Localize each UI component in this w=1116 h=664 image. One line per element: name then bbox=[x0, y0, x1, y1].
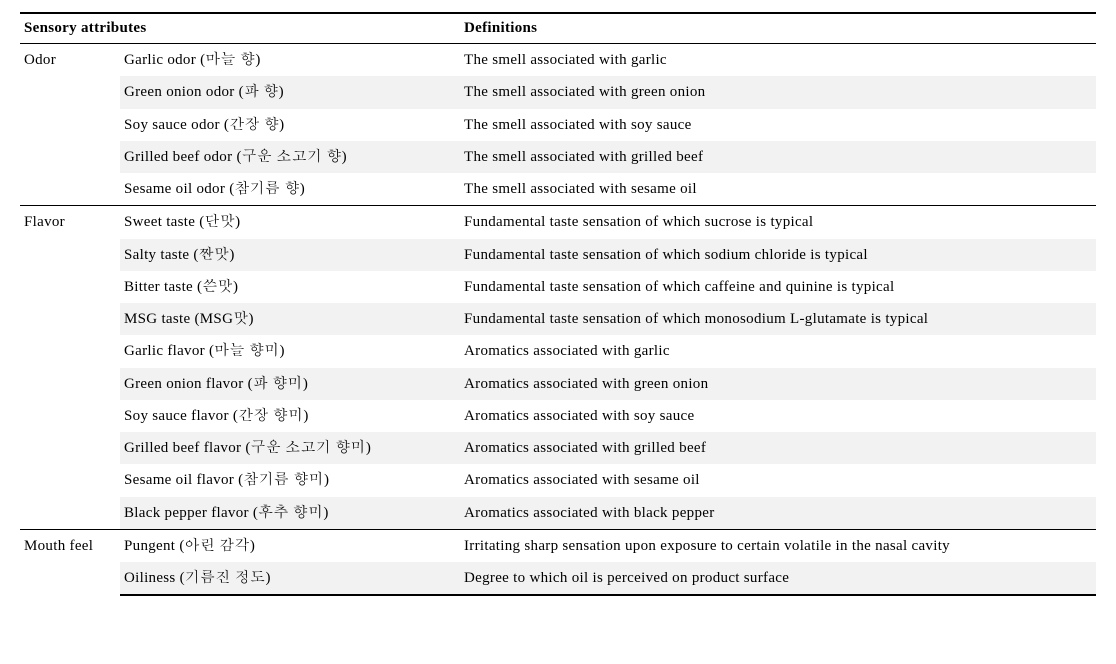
definition-cell: Aromatics associated with garlic bbox=[460, 335, 1096, 367]
attribute-cell: Garlic flavor (마늘 향미) bbox=[120, 335, 460, 367]
definition-cell: Irritating sharp sensation upon exposure… bbox=[460, 529, 1096, 562]
definition-cell: Fundamental taste sensation of which sod… bbox=[460, 239, 1096, 271]
attribute-cell: Soy sauce odor (간장 향) bbox=[120, 109, 460, 141]
definition-cell: Aromatics associated with sesame oil bbox=[460, 464, 1096, 496]
attribute-cell: Oiliness (기름진 정도) bbox=[120, 562, 460, 595]
definition-cell: Aromatics associated with black pepper bbox=[460, 497, 1096, 530]
attribute-cell: Grilled beef flavor (구운 소고기 향미) bbox=[120, 432, 460, 464]
col-header-attributes: Sensory attributes bbox=[20, 13, 460, 44]
attribute-cell: Sweet taste (단맛) bbox=[120, 206, 460, 239]
table-row: Green onion odor (파 향)The smell associat… bbox=[20, 76, 1096, 108]
table-row: Bitter taste (쓴맛)Fundamental taste sensa… bbox=[20, 271, 1096, 303]
attribute-cell: Green onion odor (파 향) bbox=[120, 76, 460, 108]
attribute-cell: Green onion flavor (파 향미) bbox=[120, 368, 460, 400]
table-row: OdorGarlic odor (마늘 향)The smell associat… bbox=[20, 44, 1096, 77]
definition-cell: Degree to which oil is perceived on prod… bbox=[460, 562, 1096, 595]
table-row: Mouth feelPungent (아린 감각)Irritating shar… bbox=[20, 529, 1096, 562]
col-header-definitions: Definitions bbox=[460, 13, 1096, 44]
attribute-cell: Black pepper flavor (후추 향미) bbox=[120, 497, 460, 530]
definition-cell: The smell associated with grilled beef bbox=[460, 141, 1096, 173]
definition-cell: The smell associated with soy sauce bbox=[460, 109, 1096, 141]
table-row: Salty taste (짠맛)Fundamental taste sensat… bbox=[20, 239, 1096, 271]
table-header-row: Sensory attributes Definitions bbox=[20, 13, 1096, 44]
table-row: Garlic flavor (마늘 향미)Aromatics associate… bbox=[20, 335, 1096, 367]
attribute-cell: Soy sauce flavor (간장 향미) bbox=[120, 400, 460, 432]
table-row: Black pepper flavor (후추 향미)Aromatics ass… bbox=[20, 497, 1096, 530]
definition-cell: Fundamental taste sensation of which mon… bbox=[460, 303, 1096, 335]
table-row: Soy sauce flavor (간장 향미)Aromatics associ… bbox=[20, 400, 1096, 432]
attribute-cell: Grilled beef odor (구운 소고기 향) bbox=[120, 141, 460, 173]
table-row: Oiliness (기름진 정도)Degree to which oil is … bbox=[20, 562, 1096, 595]
attribute-cell: Sesame oil flavor (참기름 향미) bbox=[120, 464, 460, 496]
table-row: Grilled beef flavor (구운 소고기 향미)Aromatics… bbox=[20, 432, 1096, 464]
attribute-cell: Pungent (아린 감각) bbox=[120, 529, 460, 562]
attribute-cell: Salty taste (짠맛) bbox=[120, 239, 460, 271]
table-row: Grilled beef odor (구운 소고기 향)The smell as… bbox=[20, 141, 1096, 173]
definition-cell: Aromatics associated with grilled beef bbox=[460, 432, 1096, 464]
definition-cell: The smell associated with garlic bbox=[460, 44, 1096, 77]
attribute-cell: Bitter taste (쓴맛) bbox=[120, 271, 460, 303]
table-row: Sesame oil flavor (참기름 향미)Aromatics asso… bbox=[20, 464, 1096, 496]
attribute-cell: Sesame oil odor (참기름 향) bbox=[120, 173, 460, 206]
attribute-cell: MSG taste (MSG맛) bbox=[120, 303, 460, 335]
table-row: Green onion flavor (파 향미)Aromatics assoc… bbox=[20, 368, 1096, 400]
table-row: Sesame oil odor (참기름 향)The smell associa… bbox=[20, 173, 1096, 206]
category-label: Odor bbox=[20, 44, 120, 206]
category-label: Mouth feel bbox=[20, 529, 120, 595]
sensory-attributes-table: Sensory attributes Definitions OdorGarli… bbox=[20, 12, 1096, 596]
definition-cell: Fundamental taste sensation of which caf… bbox=[460, 271, 1096, 303]
table-row: MSG taste (MSG맛)Fundamental taste sensat… bbox=[20, 303, 1096, 335]
definition-cell: The smell associated with sesame oil bbox=[460, 173, 1096, 206]
definition-cell: The smell associated with green onion bbox=[460, 76, 1096, 108]
attribute-cell: Garlic odor (마늘 향) bbox=[120, 44, 460, 77]
table-row: Soy sauce odor (간장 향)The smell associate… bbox=[20, 109, 1096, 141]
table-row: FlavorSweet taste (단맛)Fundamental taste … bbox=[20, 206, 1096, 239]
definition-cell: Aromatics associated with soy sauce bbox=[460, 400, 1096, 432]
definition-cell: Fundamental taste sensation of which suc… bbox=[460, 206, 1096, 239]
category-label: Flavor bbox=[20, 206, 120, 530]
definition-cell: Aromatics associated with green onion bbox=[460, 368, 1096, 400]
